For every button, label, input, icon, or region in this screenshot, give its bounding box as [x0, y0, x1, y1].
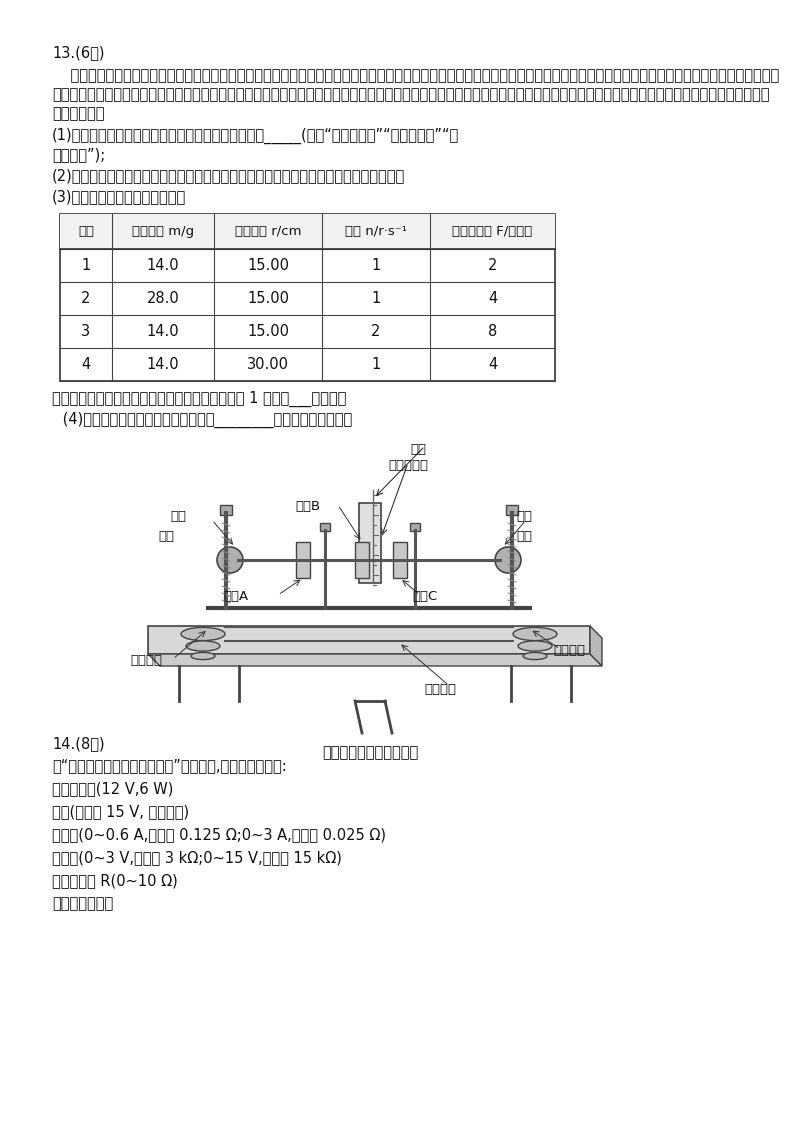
Bar: [220, 505, 232, 515]
Circle shape: [495, 547, 521, 573]
Text: 2: 2: [488, 258, 497, 273]
Text: 15.00: 15.00: [247, 291, 289, 305]
Bar: [148, 626, 590, 654]
Text: 挡板B: 挡板B: [295, 500, 320, 513]
Text: 8: 8: [488, 325, 497, 339]
Text: 转动半径 r/cm: 转动半径 r/cm: [235, 225, 301, 238]
Text: 长槽: 长槽: [158, 530, 174, 544]
Text: 在“描绘小灯泡的伏安特性曲线”的实验中,使用的器材如下:: 在“描绘小灯泡的伏安特性曲线”的实验中,使用的器材如下:: [52, 758, 287, 773]
Ellipse shape: [186, 641, 220, 651]
Text: 开关及导线若干: 开关及导线若干: [52, 896, 114, 911]
Bar: [60, 214, 555, 381]
Text: 1: 1: [372, 357, 380, 372]
Ellipse shape: [523, 652, 547, 659]
Bar: [410, 523, 420, 531]
Text: 标尺: 标尺: [410, 442, 426, 456]
Text: 小球: 小球: [516, 510, 532, 523]
Text: 变速塔轮: 变速塔轮: [130, 654, 162, 667]
Text: 滑动变阔器 R(0~10 Ω): 滑动变阔器 R(0~10 Ω): [52, 873, 178, 888]
Text: 挡板A: 挡板A: [223, 590, 248, 603]
Text: 14.0: 14.0: [147, 325, 179, 339]
Text: 2: 2: [372, 325, 380, 339]
Ellipse shape: [513, 628, 557, 640]
Bar: [506, 505, 518, 515]
Text: 14.0: 14.0: [147, 357, 179, 372]
Text: 手柄（由传动装置控制）: 手柄（由传动装置控制）: [322, 745, 418, 760]
Polygon shape: [590, 626, 602, 666]
Text: 4: 4: [488, 357, 497, 372]
Text: 15.00: 15.00: [247, 325, 289, 339]
Bar: [320, 523, 330, 531]
Text: 向心力大小 F/红格数: 向心力大小 F/红格数: [453, 225, 533, 238]
Text: 待测小灯泡(12 V,6 W): 待测小灯泡(12 V,6 W): [52, 780, 173, 796]
Text: 电源(电动势 15 V, 内阔不计): 电源(电动势 15 V, 内阔不计): [52, 804, 189, 819]
Text: (1)为了探究向心力大小与物体质量的关系，可以采用_____(选填“等效替代法”“控制变量法”“理: (1)为了探究向心力大小与物体质量的关系，可以采用_____(选填“等效替代法”…: [52, 128, 459, 144]
Text: 1: 1: [372, 291, 380, 305]
Text: 想模型法”);: 想模型法”);: [52, 147, 106, 162]
Text: 挡板C: 挡板C: [412, 590, 437, 603]
Text: 而露出标尺。: 而露出标尺。: [52, 106, 105, 121]
Ellipse shape: [181, 628, 225, 640]
Polygon shape: [148, 654, 602, 666]
Bar: [393, 542, 407, 578]
Text: 为研究向心力大小跟转速的关系，应比较表中的第 1 组和第___组数据；: 为研究向心力大小跟转速的关系，应比较表中的第 1 组和第___组数据；: [52, 391, 346, 408]
Text: 1: 1: [372, 258, 380, 273]
Text: 4: 4: [81, 357, 91, 372]
Text: 1: 1: [81, 258, 91, 273]
Text: 转速 n/r·s⁻¹: 转速 n/r·s⁻¹: [345, 225, 407, 238]
Text: 变速塔轮: 变速塔轮: [553, 643, 585, 657]
Text: 短槽: 短槽: [516, 530, 532, 544]
Text: (2)根据标尺上露出的红白相间等分标记，可以粗略计算出两个球所受的向心力大小之比；: (2)根据标尺上露出的红白相间等分标记，可以粗略计算出两个球所受的向心力大小之比…: [52, 168, 405, 183]
Text: 电压表(0~3 V,内阔约 3 kΩ;0~15 V,内阔约 15 kΩ): 电压表(0~3 V,内阔约 3 kΩ;0~15 V,内阔约 15 kΩ): [52, 850, 342, 865]
Text: 传动皮带: 传动皮带: [424, 683, 456, 695]
Circle shape: [217, 547, 243, 573]
Text: (4)你认为本实验中产生误差的原因有________（写出一条即可）。: (4)你认为本实验中产生误差的原因有________（写出一条即可）。: [58, 412, 353, 428]
Text: 电流表(0~0.6 A,内阔约 0.125 Ω;0~3 A,内阔约 0.025 Ω): 电流表(0~0.6 A,内阔约 0.125 Ω;0~3 A,内阔约 0.025 …: [52, 827, 386, 842]
Text: 3: 3: [82, 325, 91, 339]
Bar: [355, 542, 369, 578]
Text: 小球: 小球: [170, 510, 186, 523]
Text: 弹簧测力筒: 弹簧测力筒: [388, 459, 428, 472]
Text: 28.0: 28.0: [147, 291, 179, 305]
Ellipse shape: [191, 652, 215, 659]
Text: 30.00: 30.00: [247, 357, 289, 372]
Text: 球的质量 m/g: 球的质量 m/g: [132, 225, 194, 238]
Text: 13.(6分): 13.(6分): [52, 45, 105, 60]
Text: (3)通过实验得到如下表的数据：: (3)通过实验得到如下表的数据：: [52, 189, 187, 204]
Bar: [296, 542, 310, 578]
Text: 14.(8分): 14.(8分): [52, 736, 105, 751]
Ellipse shape: [518, 641, 552, 651]
Text: 短槽随之匀速转动，槽内的小球也随着做匀速圆周运动。使小球做匀速圆周运动的向心力由横臂的挡板对小球的压力提供，球对挡板的反作用力通过横臂的杠杆作用使弹簧测力套筒下: 短槽随之匀速转动，槽内的小球也随着做匀速圆周运动。使小球做匀速圆周运动的向心力由…: [52, 86, 769, 102]
Text: 15.00: 15.00: [247, 258, 289, 273]
Text: 2: 2: [81, 291, 91, 305]
Bar: [359, 503, 381, 583]
Text: 用如图所示的向心力演示器探究向心力大小的表达式。匀速转动手柄，可以使变速塔轮以及长槽和短槽随之匀速转动，槽内的小球也随着做匀速圆周运动。使小球做匀速塔轮以及长槽: 用如图所示的向心力演示器探究向心力大小的表达式。匀速转动手柄，可以使变速塔轮以及…: [52, 69, 779, 83]
Text: 4: 4: [488, 291, 497, 305]
Text: 组数: 组数: [78, 225, 94, 238]
Bar: [60, 214, 555, 249]
Text: 14.0: 14.0: [147, 258, 179, 273]
